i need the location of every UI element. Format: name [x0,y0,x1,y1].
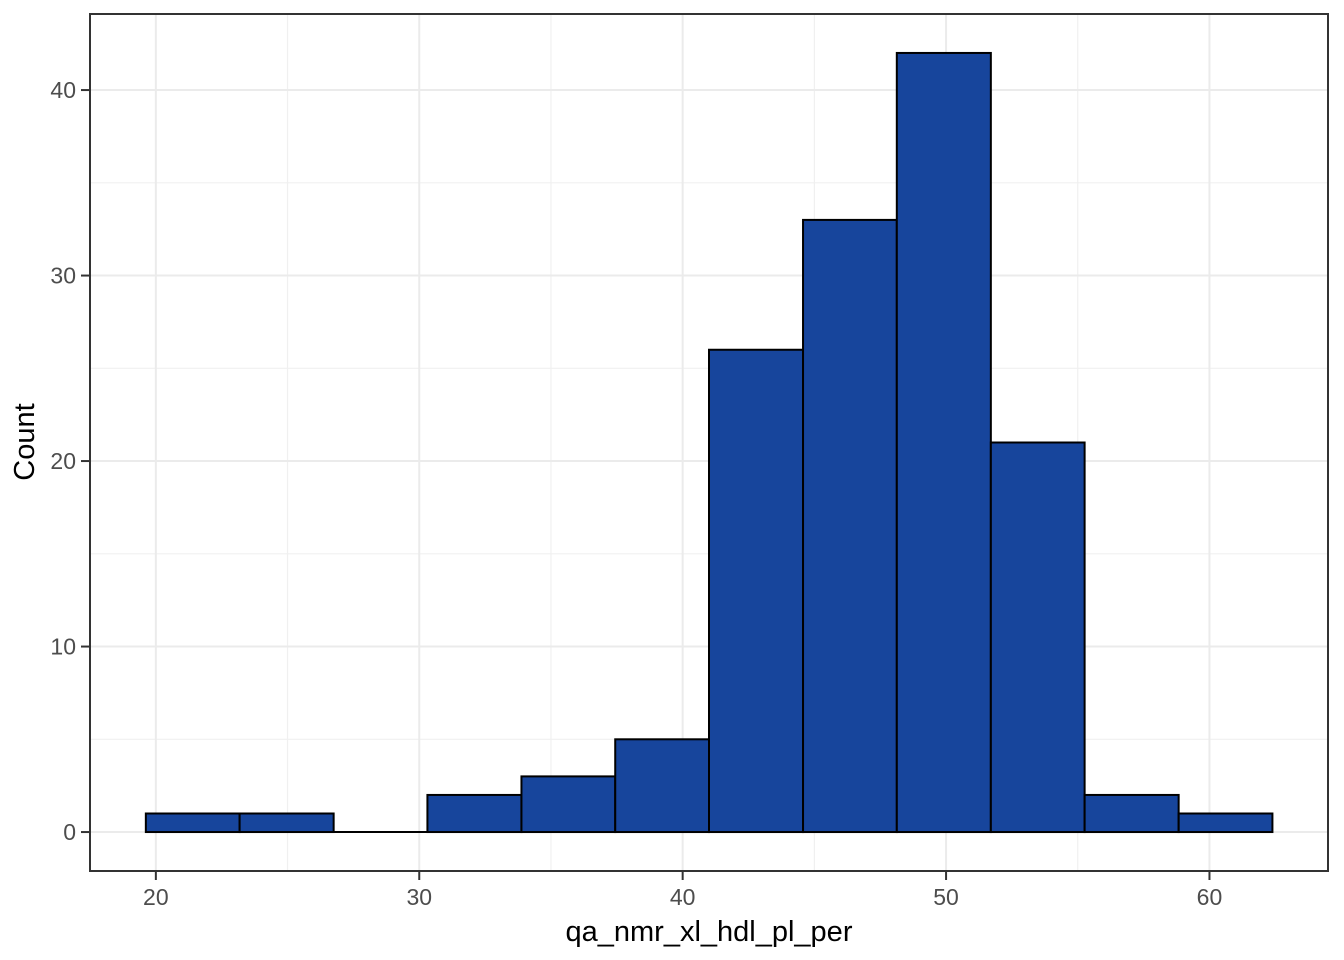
histogram-bar [238,812,335,834]
histogram-bar [144,812,241,834]
histogram-bars [144,51,1274,834]
x-tick-labels: 20 30 40 50 60 [143,884,1222,910]
histogram-bar [520,775,617,834]
y-tick-labels: 0 10 20 30 40 [50,77,76,845]
y-tick-label: 0 [63,819,76,845]
axis-tick-marks [81,89,1211,880]
histogram-bar [614,738,710,834]
x-tick-label: 50 [933,884,959,910]
histogram-bar [989,441,1086,834]
y-tick-label: 20 [50,448,76,474]
histogram-bar [426,793,523,834]
x-axis-title: qa_nmr_xl_hdl_pl_per [566,916,853,948]
histogram-bar [1083,793,1180,834]
x-tick-label: 20 [143,884,169,910]
histogram-bar [708,348,805,834]
y-axis-title: Count [9,403,41,480]
x-tick-label: 60 [1197,884,1223,910]
y-tick-label: 10 [50,634,76,660]
histogram-bar [802,218,898,834]
y-tick-label: 30 [50,263,76,289]
y-tick-label: 40 [50,77,76,103]
x-tick-label: 40 [670,884,696,910]
x-tick-label: 30 [406,884,432,910]
panel-border [89,13,1329,872]
histogram-bar [1177,812,1274,834]
histogram-bar [895,51,992,834]
